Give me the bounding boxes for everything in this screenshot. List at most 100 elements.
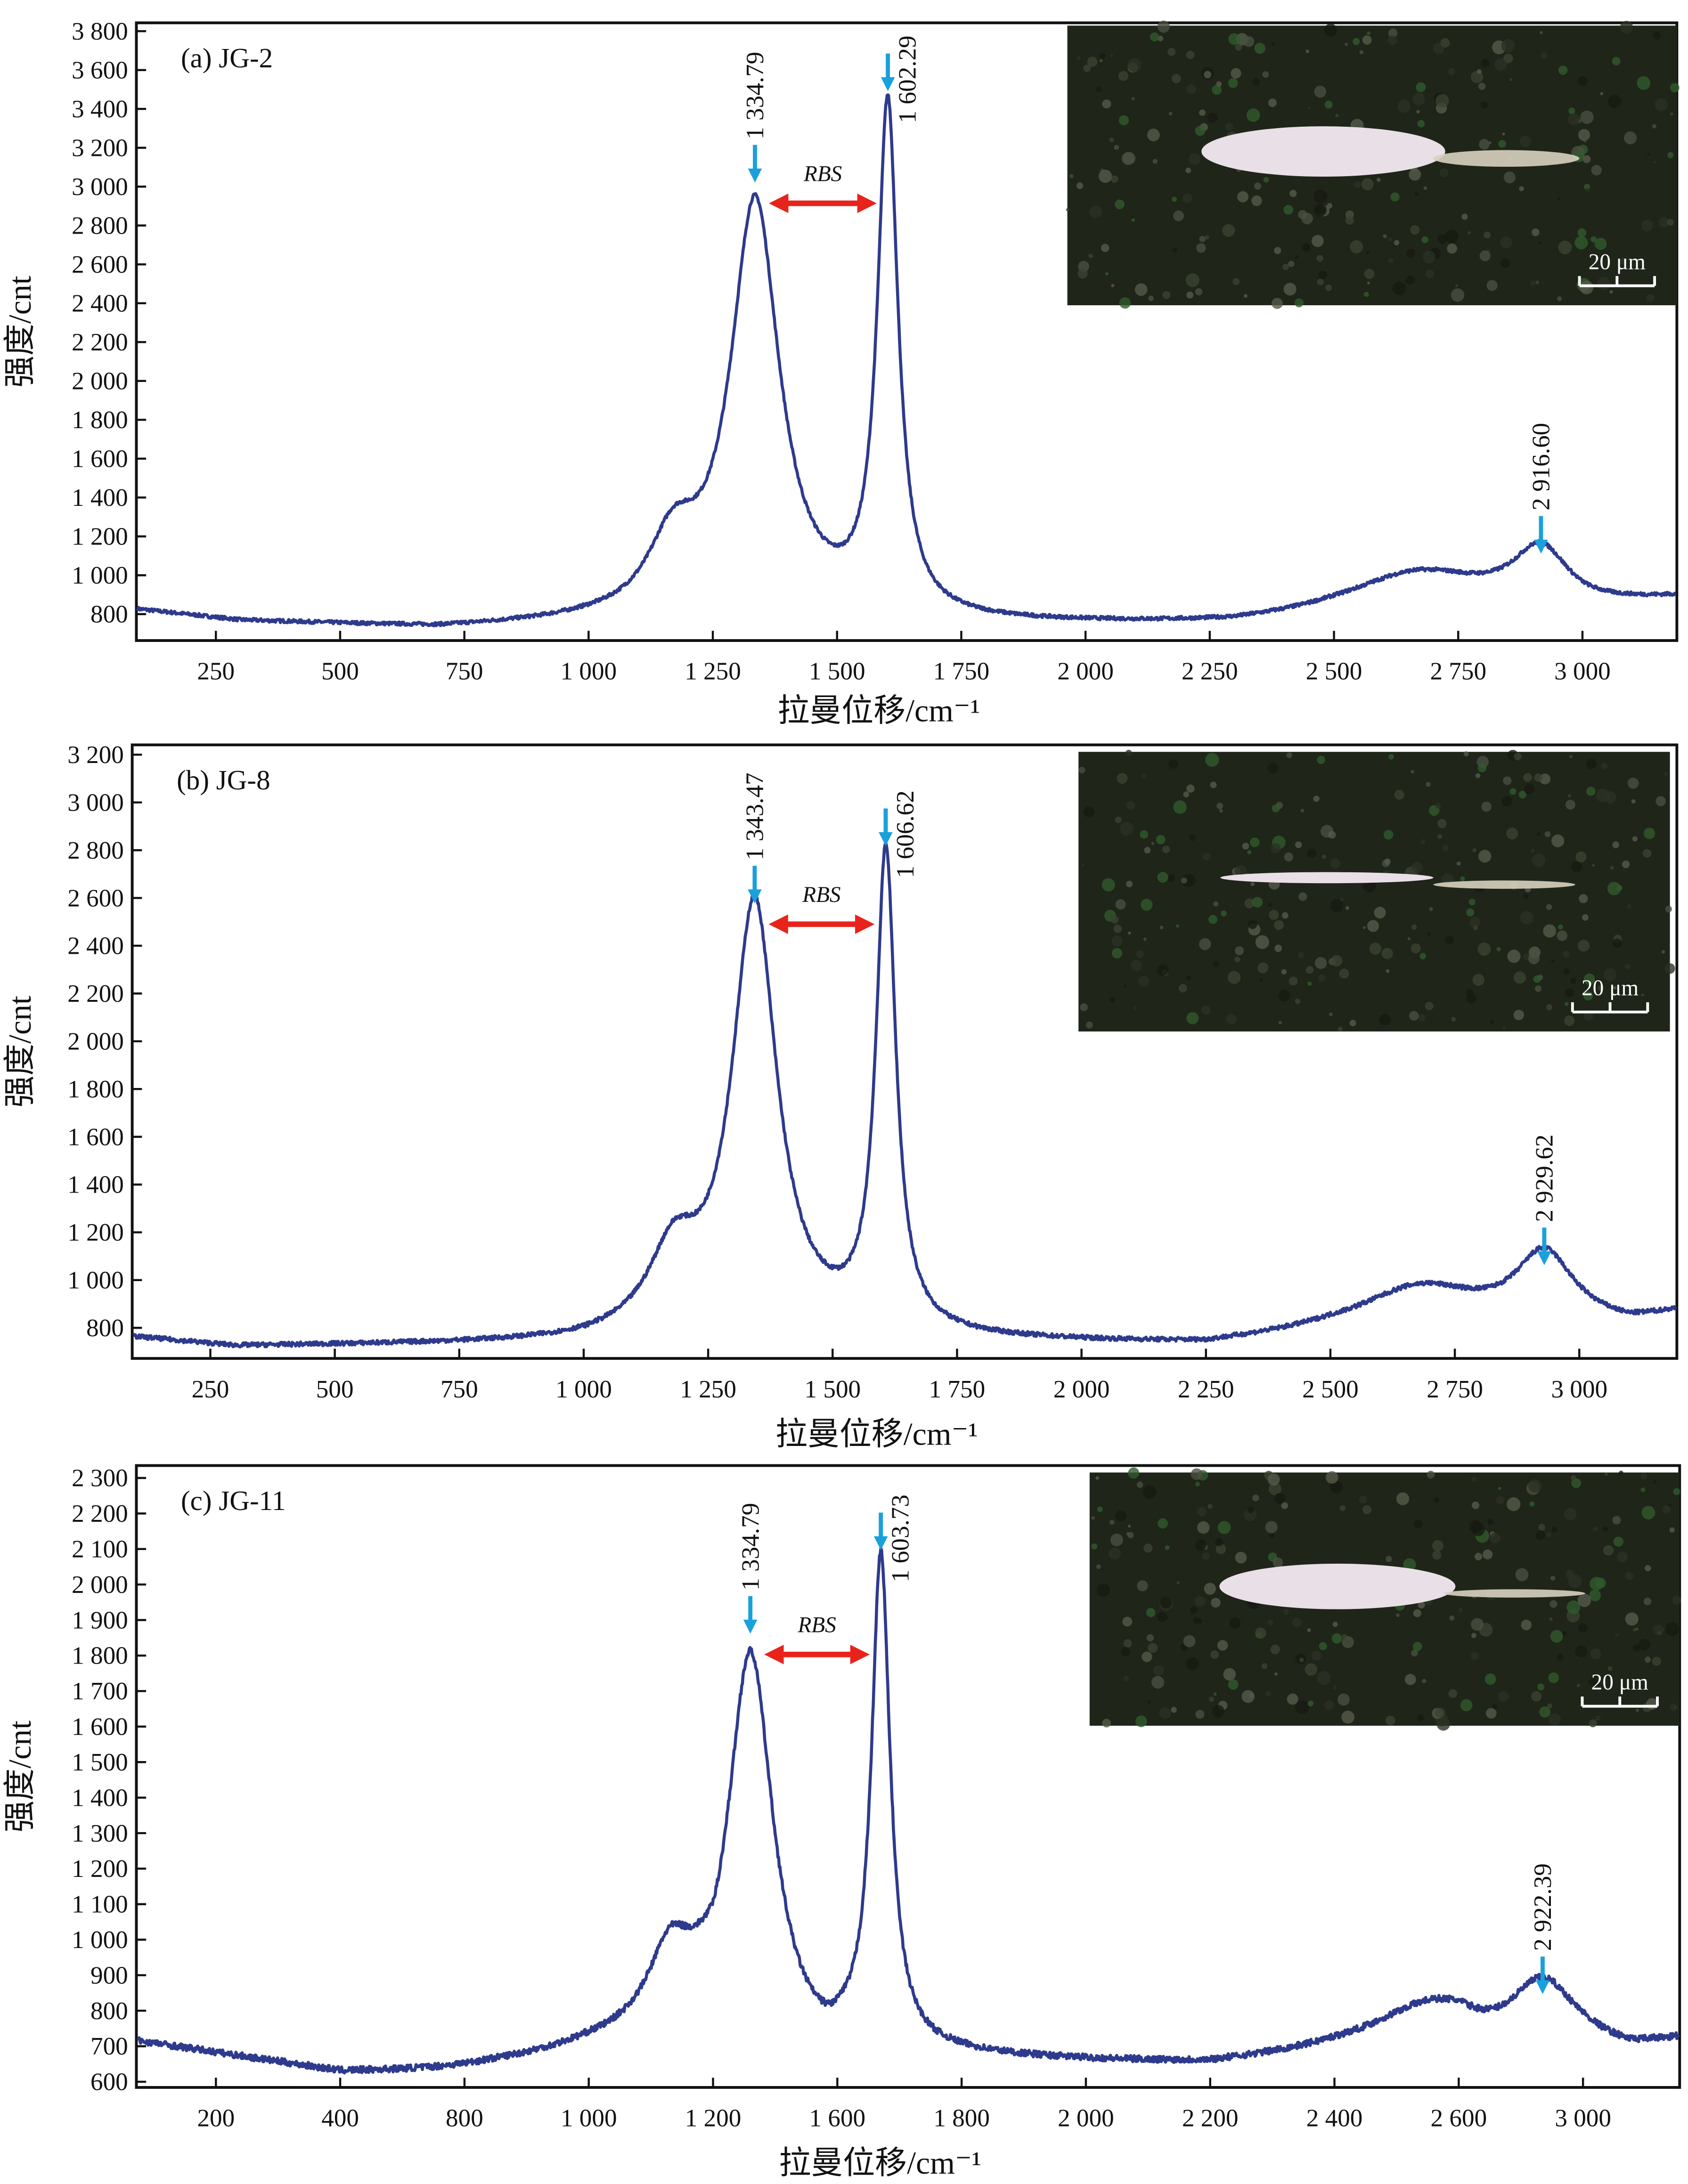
micrograph-grain xyxy=(1472,1502,1480,1510)
micrograph-grain xyxy=(1125,749,1132,756)
micrograph-grain xyxy=(1458,1608,1463,1612)
micrograph-grain xyxy=(1483,1549,1493,1559)
micrograph-grain xyxy=(1426,782,1431,787)
micrograph-grain xyxy=(1582,914,1589,921)
y-tick-label: 3 200 xyxy=(72,134,128,162)
micrograph-grain xyxy=(1507,950,1521,963)
x-tick-label: 3 000 xyxy=(1551,1376,1607,1403)
micrograph-grain xyxy=(1411,770,1414,773)
x-tick-label: 750 xyxy=(440,1376,478,1403)
micrograph-grain xyxy=(1414,1519,1423,1529)
chart-panel-2: 800 1 000 1 200 1 400 1 600 1 800 2 000 2 200 2 … xyxy=(2,741,1679,1452)
micrograph-grain xyxy=(1162,291,1171,300)
x-tick-label: 250 xyxy=(192,1376,229,1403)
micrograph-grain xyxy=(1087,57,1098,67)
peak-annotation: 1 334.79 xyxy=(737,1503,764,1634)
micrograph-grain xyxy=(1652,1479,1657,1484)
micrograph-grain xyxy=(1234,957,1240,963)
micrograph-grain xyxy=(1543,924,1557,938)
x-tick-label: 1 750 xyxy=(933,658,990,685)
micrograph-grain xyxy=(1509,788,1517,795)
micrograph-grain xyxy=(1566,1600,1581,1614)
micrograph-grain xyxy=(1278,990,1290,1002)
micrograph-grain xyxy=(1384,858,1391,865)
micrograph-grain xyxy=(1262,71,1269,78)
x-tick-label: 3 000 xyxy=(1554,658,1611,685)
micrograph-grain xyxy=(1533,975,1541,983)
micrograph-grain xyxy=(1083,65,1091,73)
micrograph-grain xyxy=(1411,861,1423,873)
micrograph-grain xyxy=(1600,92,1604,96)
micrograph-grain xyxy=(1549,1713,1561,1726)
micrograph-grain xyxy=(1127,58,1142,72)
peak-label: 2 922.39 xyxy=(1529,1863,1557,1951)
micrograph-grain xyxy=(1195,1596,1206,1607)
micrograph-grain xyxy=(1142,1485,1157,1499)
micrograph-grain xyxy=(1274,920,1284,930)
micrograph-grain xyxy=(1519,186,1524,192)
micrograph-grain xyxy=(1232,278,1240,285)
micrograph-grain xyxy=(1318,974,1326,982)
y-tick-label: 800 xyxy=(90,1997,128,2025)
micrograph-grain xyxy=(1607,1666,1613,1671)
micrograph-grain xyxy=(1435,94,1449,108)
micrograph-grain xyxy=(1216,81,1222,87)
micrograph-grain xyxy=(1195,1539,1207,1551)
micrograph-grain xyxy=(1212,1705,1224,1718)
micrograph-grain xyxy=(1425,269,1435,278)
rbs-label: RBS xyxy=(802,883,840,907)
micrograph-grain xyxy=(1307,1628,1311,1632)
scale-bar-label: 20 μm xyxy=(1589,250,1646,274)
micrograph-grain xyxy=(1469,917,1481,928)
micrograph-grain xyxy=(1557,1654,1564,1661)
x-tick-label: 800 xyxy=(446,2105,483,2132)
micrograph-grain xyxy=(1318,270,1327,280)
micrograph-grain xyxy=(1208,1697,1215,1702)
y-tick-label: 1 700 xyxy=(72,1678,128,1705)
micrograph-grain xyxy=(1350,240,1363,253)
micrograph-grain xyxy=(1641,1506,1655,1520)
peak-annotation: 2 916.60 xyxy=(1528,423,1555,554)
micrograph-grain xyxy=(1451,1017,1456,1022)
micrograph-grain xyxy=(1469,1520,1483,1533)
micrograph-grain xyxy=(1086,1021,1093,1029)
micrograph-grain xyxy=(1287,1693,1298,1705)
micrograph-grain xyxy=(1643,1597,1652,1606)
micrograph-grain xyxy=(1362,926,1366,929)
micrograph-grain xyxy=(1601,763,1608,770)
micrograph-grain xyxy=(1080,1003,1088,1011)
spectrum-line xyxy=(136,93,1677,627)
micrograph-grain xyxy=(1590,1648,1601,1660)
micrograph-grain xyxy=(1121,1647,1131,1656)
micrograph-grain xyxy=(1637,76,1651,90)
micrograph-grain xyxy=(1388,28,1398,38)
micrograph-grain xyxy=(1305,966,1314,974)
micrograph-grain xyxy=(1195,288,1203,296)
micrograph-grain xyxy=(1199,109,1206,116)
micrograph-grain xyxy=(1535,1530,1546,1540)
micrograph-grain xyxy=(1422,251,1435,263)
micrograph-grain xyxy=(1411,1649,1418,1656)
micrograph-grain xyxy=(1359,1495,1367,1503)
micrograph-grain xyxy=(1190,1606,1198,1614)
micrograph-grain xyxy=(1330,858,1340,869)
micrograph-grain xyxy=(1528,953,1540,965)
micrograph-grain xyxy=(1186,784,1195,793)
micrograph-grain xyxy=(1274,1672,1278,1676)
y-tick-label: 1 200 xyxy=(67,1219,124,1246)
x-tick-label: 1 500 xyxy=(805,1376,861,1403)
peak-annotation: 1 603.73 xyxy=(873,1494,914,1582)
micrograph-grain xyxy=(1520,911,1533,925)
spectrum-line xyxy=(136,1547,1680,2075)
micrograph-grain xyxy=(1636,1708,1639,1712)
micrograph-grain xyxy=(1577,1593,1591,1608)
micrograph-grain xyxy=(1571,1478,1582,1488)
micrograph-grain xyxy=(1259,978,1263,982)
micrograph-grain xyxy=(1186,84,1197,94)
plot-frame xyxy=(135,21,1679,642)
micrograph-grain xyxy=(1479,139,1490,150)
micrograph-grain xyxy=(1652,124,1656,129)
micrograph-grain xyxy=(1361,178,1374,191)
micrograph-grain xyxy=(1645,1656,1651,1663)
micrograph-grain xyxy=(1435,1707,1445,1718)
